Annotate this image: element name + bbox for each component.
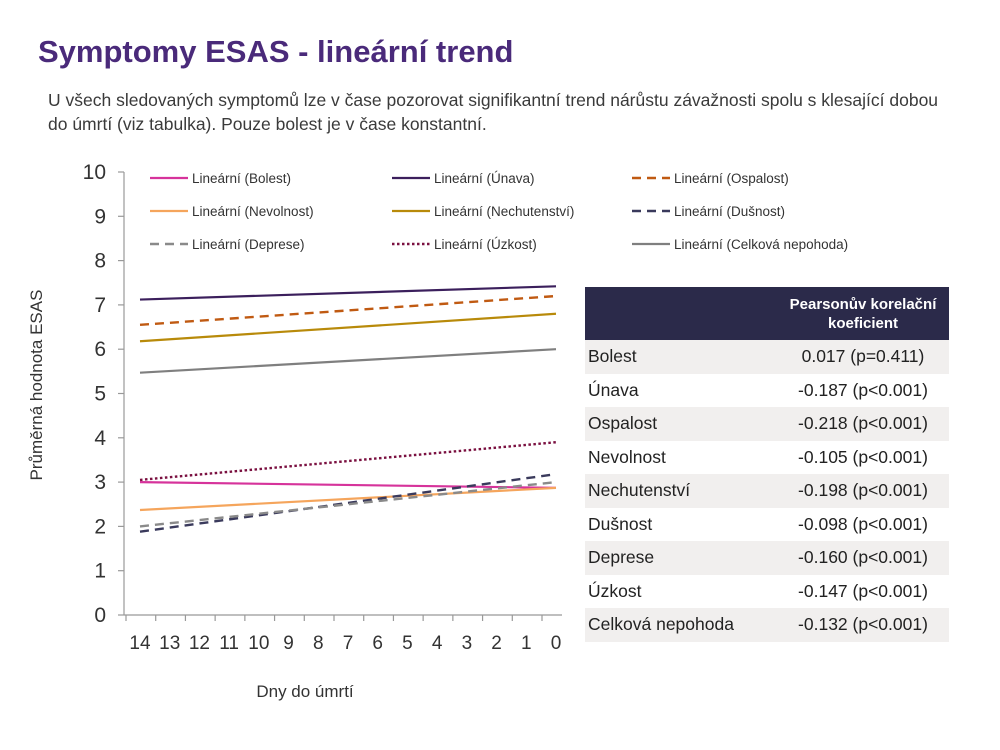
correlation-cell: -0.218 (p<0.001) [777,407,949,441]
legend-label: Lineární (Únava) [434,171,535,186]
y-tick-label: 5 [94,383,106,406]
symptom-cell: Celková nepohoda [585,608,777,642]
correlation-cell: -0.147 (p<0.001) [798,580,928,601]
table-row: Celková nepohoda -0.132 (p<0.001) [585,608,949,642]
x-tick-label: 4 [432,633,443,654]
legend-label: Lineární (Nechutenství) [434,204,574,219]
table-row: Bolest 0.017 (p=0.411) [585,340,949,374]
x-tick-label: 10 [248,633,269,654]
y-tick-label: 0 [94,604,106,627]
series-line-2 [139,294,557,327]
correlation-cell: -0.160 (p<0.001) [777,541,949,575]
table-header-empty [585,287,777,340]
y-tick-label: 6 [94,338,106,361]
y-tick-label: 3 [94,471,106,494]
series-line-3 [139,486,557,512]
symptom-cell: Dušnost [588,513,653,534]
table-row: Únava -0.187 (p<0.001) [585,374,949,408]
symptom-cell: Nechutenství [585,474,777,508]
x-tick-label: 5 [402,633,413,654]
table-header-correlation: Pearsonův korelační koeficient [777,287,949,340]
y-axis-label: Průměrná hodnota ESAS [27,290,46,481]
symptom-cell: Bolest [585,340,777,374]
table-row: Úzkost -0.147 (p<0.001) [585,575,949,609]
series-line-5 [139,472,557,533]
table-row: Nevolnost -0.105 (p<0.001) [585,441,949,475]
correlation-table: Pearsonův korelační koeficient Bolest 0.0… [585,287,949,642]
legend-label: Lineární (Dušnost) [674,204,785,219]
x-tick-label: 13 [159,633,180,654]
x-tick-label: 7 [343,633,354,654]
legend-label: Lineární (Nevolnost) [192,204,314,219]
y-tick-label: 8 [94,250,106,273]
x-tick-label: 14 [129,633,151,654]
x-tick-label: 2 [491,633,502,654]
correlation-cell: 0.017 (p=0.411) [777,340,949,374]
chart-series [139,285,557,533]
table-row: Ospalost -0.218 (p<0.001) [585,407,949,441]
series-line-8 [139,348,557,374]
correlation-cell: -0.132 (p<0.001) [777,608,949,642]
page-title: Symptomy ESAS - lineární trend [38,34,514,69]
x-tick-label: 9 [283,633,294,654]
table-body: Bolest 0.017 (p=0.411) Únava -0.187 (p<0.00… [585,340,949,642]
series-line-0 [139,481,557,489]
symptom-cell: Deprese [585,541,777,575]
legend-label: Lineární (Deprese) [192,237,305,252]
table-row: Dušnost -0.098 (p<0.001) [585,508,949,542]
y-tick-label: 7 [94,294,106,317]
symptom-cell: Nevolnost [588,446,666,467]
x-tick-label: 1 [521,633,532,654]
x-tick-label: 8 [313,633,324,654]
page-subtitle: U všech sledovaných symptomů lze v čase … [48,90,939,134]
legend-label: Lineární (Bolest) [192,171,291,186]
correlation-cell: -0.105 (p<0.001) [798,446,928,467]
y-tick-label: 10 [83,161,106,184]
y-tick-label: 2 [94,515,106,538]
symptom-cell: Úzkost [588,580,642,601]
chart-legend: Lineární (Bolest) Lineární (Únava) Lineárn… [150,171,848,252]
correlation-cell: -0.187 (p<0.001) [798,379,928,400]
correlation-cell: -0.098 (p<0.001) [798,513,928,534]
series-line-4 [139,312,557,343]
x-tick-label: 3 [462,633,473,654]
series-line-6 [139,480,557,528]
x-tick-label: 6 [372,633,383,654]
x-tick-label: 0 [551,633,562,654]
correlation-cell: -0.198 (p<0.001) [777,474,949,508]
series-line-1 [139,285,557,301]
legend-label: Lineární (Celková nepohoda) [674,237,848,252]
table-header-row: Pearsonův korelační koeficient [585,287,949,340]
x-axis-label: Dny do úmrtí [256,682,354,701]
table-row: Deprese -0.160 (p<0.001) [585,541,949,575]
legend-label: Lineární (Ospalost) [674,171,789,186]
y-tick-label: 9 [94,205,106,228]
series-line-7 [139,441,557,482]
symptom-cell: Únava [588,379,639,400]
y-tick-label: 4 [94,427,106,450]
x-tick-label: 12 [189,633,210,654]
table-row: Nechutenství -0.198 (p<0.001) [585,474,949,508]
x-tick-label: 11 [219,633,239,654]
legend-label: Lineární (Úzkost) [434,237,537,252]
y-tick-label: 1 [94,560,106,583]
symptom-cell: Ospalost [585,407,777,441]
